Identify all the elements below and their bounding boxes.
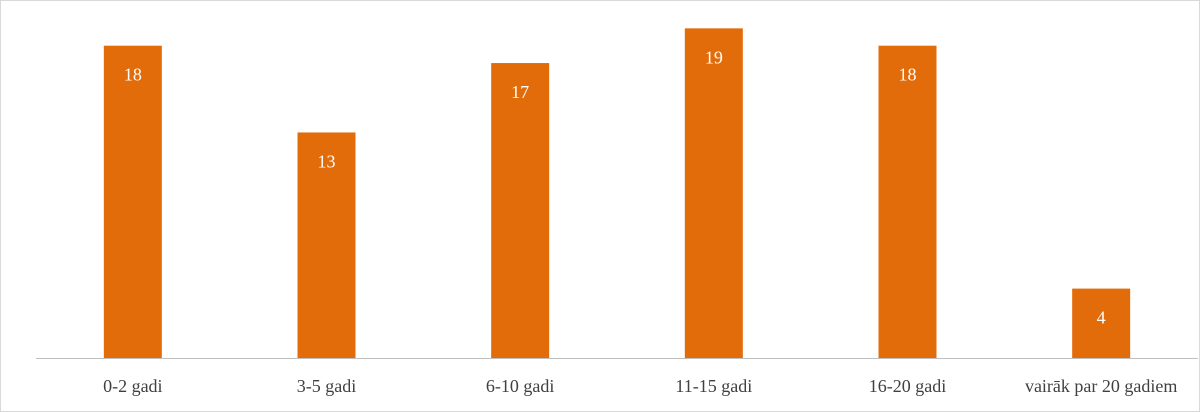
bar	[297, 132, 356, 358]
x-tick-label: vairāk par 20 gadiem	[1025, 376, 1177, 396]
bar-value-label: 4	[1097, 308, 1106, 328]
bar	[878, 45, 937, 358]
x-tick-label: 11-15 gadi	[675, 376, 752, 396]
x-tick-labels: 0-2 gadi 3-5 gadi 6-10 gadi 11-15 gadi 16-20…	[103, 376, 1177, 396]
bar	[1072, 288, 1131, 358]
bar	[684, 28, 743, 358]
bar-value-label: 13	[318, 151, 336, 171]
x-tick-label: 0-2 gadi	[103, 376, 162, 396]
bar-value-label: 18	[899, 65, 917, 85]
x-tick-label: 3-5 gadi	[297, 376, 356, 396]
x-tick-label: 6-10 gadi	[486, 376, 554, 396]
bars-layer: 18 13 17 19 18 4	[103, 28, 1131, 359]
bar	[491, 63, 550, 359]
bar-value-label: 18	[124, 65, 142, 85]
bar-value-label: 19	[705, 47, 723, 67]
bar-value-label: 17	[511, 82, 529, 102]
x-tick-label: 16-20 gadi	[869, 376, 946, 396]
bar	[103, 45, 162, 358]
